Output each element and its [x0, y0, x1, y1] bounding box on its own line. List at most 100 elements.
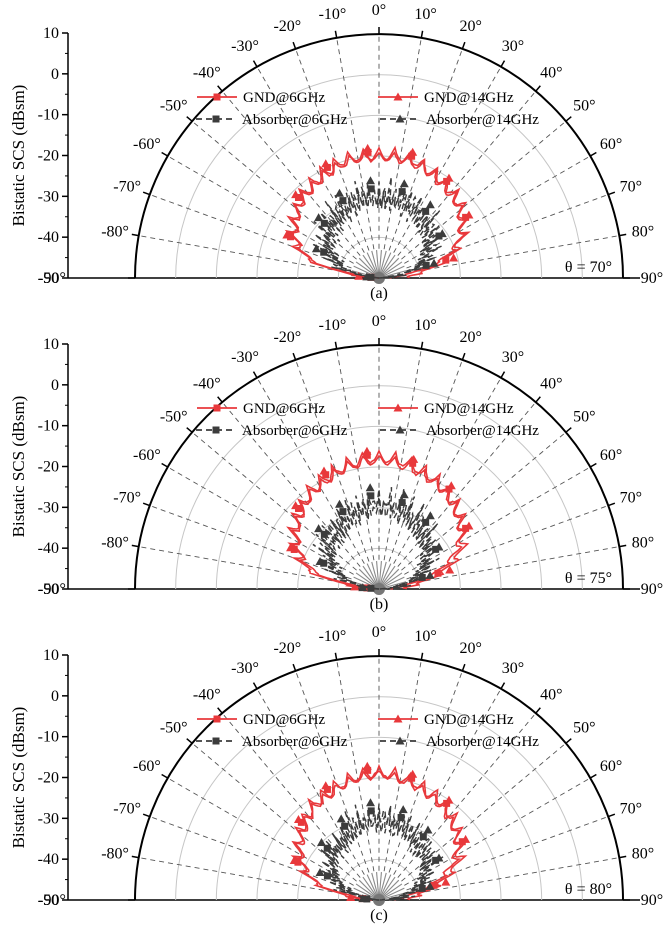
- series-marker-triangle: [423, 825, 433, 834]
- series-marker-square: [363, 451, 371, 459]
- y-tick-label: -20: [38, 770, 59, 787]
- y-tick-label: 0: [51, 66, 59, 83]
- angle-tick-label: -70°: [113, 489, 141, 506]
- angle-tick-label: 80°: [632, 223, 654, 240]
- series-marker-square: [364, 148, 372, 156]
- y-tick-label: -40: [38, 851, 59, 868]
- angle-tick: [535, 85, 541, 92]
- angle-tick: [186, 738, 193, 744]
- legend-label: Absorber@14GHz: [426, 734, 539, 750]
- angle-tick-label: -90°: [38, 892, 66, 909]
- angle-spoke: [138, 235, 351, 274]
- legend-label: GND@14GHz: [424, 712, 514, 728]
- series-marker-triangle: [362, 446, 372, 455]
- series-marker-triangle: [444, 173, 454, 182]
- angle-spoke: [383, 659, 422, 872]
- angle-tick: [142, 813, 150, 818]
- angle-tick-label: 0°: [372, 313, 386, 330]
- legend-label: GND@14GHz: [424, 401, 514, 417]
- angle-tick-label: 50°: [573, 98, 595, 115]
- radial-grid-arc: [215, 114, 543, 279]
- angle-spoke: [383, 348, 422, 561]
- angle-tick: [420, 652, 424, 660]
- angle-tick-label: 70°: [620, 178, 642, 195]
- y-axis-label: Bistatic SCS (dBsm): [9, 396, 28, 538]
- series-marker-triangle: [441, 877, 451, 886]
- y-tick-label: 10: [43, 25, 59, 42]
- series-line-1: [290, 763, 469, 901]
- angle-spoke: [138, 857, 351, 896]
- angle-tick: [608, 191, 616, 196]
- outer-angle-arc: [134, 655, 624, 901]
- legend-label: Absorber@6GHz: [242, 423, 348, 439]
- angle-spoke: [295, 670, 370, 873]
- angle-tick: [131, 233, 139, 237]
- series-marker-square: [323, 844, 331, 852]
- series-marker-triangle: [365, 798, 375, 807]
- angle-tick: [619, 233, 627, 237]
- angle-tick: [589, 462, 597, 468]
- angle-spoke: [149, 194, 352, 269]
- incidence-angle-label: θ = 80°: [565, 881, 612, 898]
- legend-marker-triangle: [393, 403, 403, 412]
- angle-tick: [252, 682, 258, 690]
- angle-tick-label: 10°: [414, 317, 436, 334]
- angle-tick: [461, 663, 466, 671]
- angle-tick: [217, 707, 223, 714]
- series-marker-triangle: [434, 853, 444, 862]
- series-marker-square: [290, 545, 298, 553]
- series-marker-triangle: [358, 583, 368, 592]
- series-marker-square: [294, 858, 302, 866]
- angle-tick: [334, 341, 338, 349]
- angle-tick: [161, 151, 169, 157]
- angle-tick: [589, 151, 597, 157]
- series-line-0: [293, 769, 463, 901]
- angle-tick-label: 30°: [502, 38, 524, 55]
- y-tick-label: 0: [51, 377, 59, 394]
- angle-tick-label: 20°: [459, 18, 481, 35]
- angle-tick-label: 40°: [540, 65, 562, 82]
- series-marker-triangle: [346, 893, 356, 902]
- angle-tick: [420, 341, 424, 349]
- legend-label: GND@6GHz: [243, 712, 325, 728]
- y-tick-label: 10: [43, 647, 59, 664]
- angle-tick: [500, 60, 506, 68]
- angle-tick: [461, 41, 466, 49]
- series-marker-triangle: [409, 454, 419, 463]
- y-tick-label: -30: [38, 188, 59, 205]
- angle-spoke: [406, 194, 609, 269]
- radial-grid-arc: [215, 736, 543, 901]
- angle-spoke: [406, 505, 609, 580]
- y-axis-label: Bistatic SCS (dBsm): [9, 85, 28, 227]
- legend-marker-square: [212, 737, 220, 745]
- series-marker-triangle: [365, 483, 375, 492]
- angle-tick: [334, 30, 338, 38]
- angle-tick-label: 60°: [600, 447, 622, 464]
- series-marker-triangle: [425, 881, 435, 890]
- series-marker-triangle: [314, 213, 324, 222]
- series-marker-square: [434, 569, 442, 577]
- series-marker-triangle: [363, 143, 373, 152]
- series-line-3: [320, 804, 444, 901]
- polar-panel-2: 10 0 -10 -20 -30 -40 -50 Bistatic SCS (dBsm) -90…: [9, 624, 663, 924]
- series-marker-triangle: [461, 834, 471, 843]
- angle-spoke: [138, 546, 351, 585]
- series-marker-triangle: [429, 258, 439, 267]
- angle-tick-label: -80°: [101, 845, 129, 862]
- y-tick-label: -10: [38, 418, 59, 435]
- series-marker-triangle: [291, 501, 301, 510]
- angle-tick-label: -60°: [133, 136, 161, 153]
- legend-marker-triangle: [395, 736, 405, 745]
- angle-tick: [565, 427, 572, 433]
- y-tick-label: 0: [51, 688, 59, 705]
- series-marker-triangle: [399, 179, 409, 188]
- angle-tick: [619, 855, 627, 859]
- angle-tick-label: 70°: [620, 800, 642, 817]
- radial-grid-arc: [297, 507, 461, 590]
- angle-tick: [608, 502, 616, 507]
- angle-spoke: [149, 816, 352, 891]
- series-marker-triangle: [464, 521, 474, 530]
- angle-spoke: [383, 37, 422, 250]
- series-line-3: [312, 486, 440, 590]
